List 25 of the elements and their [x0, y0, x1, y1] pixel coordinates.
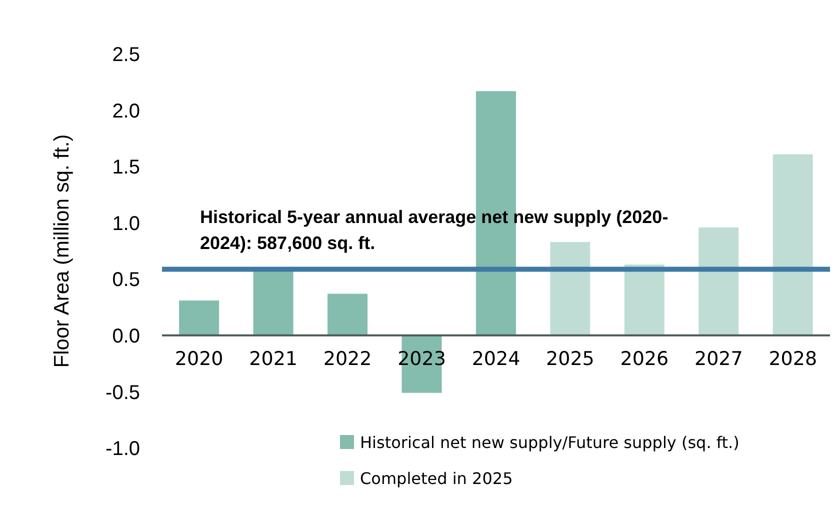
y-tick-label: -1.0 — [106, 438, 140, 460]
x-tick-label: 2026 — [620, 348, 669, 370]
x-tick-label: 2020 — [174, 348, 224, 370]
y-tick-label: 2.0 — [112, 100, 140, 122]
bar — [550, 242, 590, 336]
x-tick-label: 2021 — [249, 348, 298, 370]
x-tick-label: 2024 — [472, 348, 520, 370]
y-tick-label: 0.5 — [112, 269, 140, 292]
y-tick-label: 1.5 — [112, 156, 140, 179]
legend-label: Completed in 2025 — [360, 468, 513, 488]
legend-label: Historical net new supply/Future supply (sq. ft.) — [360, 432, 740, 452]
bar — [476, 91, 516, 336]
x-tick-label: 2022 — [323, 348, 372, 370]
y-tick-label: -0.5 — [106, 382, 140, 404]
x-tick-label: 2025 — [546, 348, 594, 370]
x-tick-label: 2028 — [768, 348, 818, 370]
ref-line-label: Historical 5-year annual average net new supply (2020-2024): 587,600 sq. ft. — [200, 206, 670, 255]
y-tick-label: 1.0 — [112, 212, 140, 235]
x-tick-label: 2027 — [694, 348, 743, 370]
y-axis-title: Floor Area (million sq. ft.) — [50, 134, 74, 368]
bar — [253, 271, 294, 336]
bar — [179, 300, 220, 336]
y-tick-label: 2.5 — [112, 44, 140, 66]
y-tick-label: 0.0 — [112, 326, 140, 348]
bar — [328, 294, 368, 336]
